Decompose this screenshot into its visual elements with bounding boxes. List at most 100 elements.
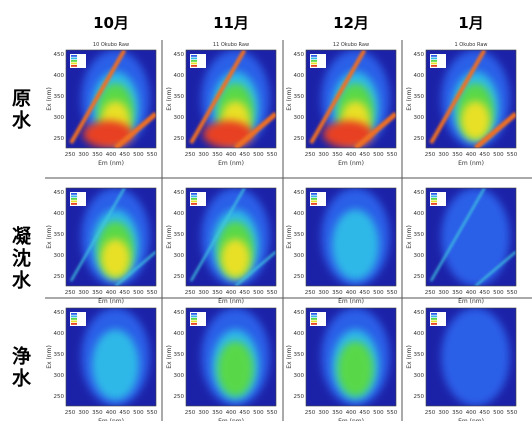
x-axis-label: Em (nm)	[458, 418, 484, 421]
x-tick-label: 350	[452, 410, 463, 416]
y-tick-label: 350	[294, 94, 305, 100]
x-tick-label: 350	[212, 410, 223, 416]
x-tick-label: 250	[65, 152, 76, 158]
y-tick-label: 400	[174, 331, 185, 337]
y-tick-label: 300	[174, 253, 185, 259]
legend-box	[430, 312, 446, 326]
y-axis-label: Ex (nm)	[286, 87, 293, 111]
legend-swatch	[71, 60, 77, 62]
y-tick-label: 300	[414, 115, 425, 121]
x-tick-label: 550	[387, 152, 398, 158]
x-tick-label: 350	[332, 410, 343, 416]
x-tick-label: 500	[133, 290, 144, 296]
x-tick-label: 300	[438, 152, 449, 158]
y-tick-label: 300	[174, 373, 185, 379]
legend-swatch	[71, 198, 77, 200]
y-tick-label: 300	[294, 373, 305, 379]
legend-swatch	[431, 55, 437, 57]
scatter-band	[234, 250, 276, 286]
intensity-blob	[221, 238, 250, 279]
y-tick-label: 400	[414, 73, 425, 79]
x-tick-label: 350	[332, 290, 343, 296]
legend-swatch	[431, 200, 437, 203]
legend-swatch	[191, 195, 197, 198]
scatter-band	[189, 50, 247, 144]
scatter-band	[430, 188, 486, 282]
x-tick-label: 400	[466, 152, 477, 158]
legend-swatch	[431, 203, 437, 205]
intensity-blob	[332, 209, 379, 281]
x-tick-label: 350	[212, 290, 223, 296]
x-tick-label: 400	[106, 290, 117, 296]
y-axis-label: Ex (nm)	[286, 225, 293, 249]
y-tick-label: 250	[54, 394, 65, 400]
x-axis-label: Em (nm)	[218, 160, 244, 167]
y-axis-label: Ex (nm)	[166, 225, 173, 249]
x-tick-label: 250	[425, 290, 436, 296]
x-tick-label: 500	[253, 152, 264, 158]
legend-swatch	[311, 195, 317, 198]
y-tick-label: 350	[54, 232, 65, 238]
panel-subtitle: 1 Okubo Raw	[455, 42, 488, 48]
legend-box	[310, 312, 326, 326]
y-tick-label: 300	[174, 115, 185, 121]
x-tick-label: 300	[78, 152, 89, 158]
x-tick-label: 350	[92, 410, 103, 416]
legend-swatch	[71, 193, 77, 195]
plot-frame	[305, 49, 397, 149]
y-tick-label: 450	[174, 310, 185, 316]
y-tick-label: 300	[414, 253, 425, 259]
x-axis-label: Em (nm)	[98, 160, 124, 167]
legend-swatch	[191, 320, 197, 323]
x-tick-label: 450	[239, 152, 250, 158]
legend-swatch	[191, 65, 197, 67]
x-tick-label: 350	[332, 152, 343, 158]
scatter-band	[190, 188, 246, 282]
plot-frame	[185, 307, 277, 407]
x-tick-label: 450	[359, 410, 370, 416]
legend-box	[70, 312, 86, 326]
legend-swatch	[431, 193, 437, 195]
legend-swatch	[431, 318, 437, 320]
plot-frame	[65, 49, 157, 149]
intensity-blob	[441, 308, 510, 406]
x-tick-label: 400	[346, 290, 357, 296]
y-axis-label: Ex (nm)	[166, 345, 173, 369]
x-tick-label: 550	[147, 152, 158, 158]
x-tick-label: 250	[65, 290, 76, 296]
y-axis-label: Ex (nm)	[406, 225, 413, 249]
x-tick-label: 400	[226, 410, 237, 416]
y-tick-label: 450	[414, 190, 425, 196]
x-tick-label: 450	[119, 290, 130, 296]
y-tick-label: 450	[294, 52, 305, 58]
y-tick-label: 250	[54, 136, 65, 142]
legend-swatch	[71, 313, 77, 315]
x-tick-label: 450	[359, 290, 370, 296]
x-tick-label: 250	[185, 410, 196, 416]
intensity-blob	[461, 100, 490, 141]
legend-swatch	[311, 200, 317, 203]
x-tick-label: 450	[239, 410, 250, 416]
x-tick-label: 300	[438, 410, 449, 416]
x-tick-label: 500	[373, 410, 384, 416]
y-tick-label: 300	[414, 373, 425, 379]
y-tick-label: 250	[414, 136, 425, 142]
column-header: 11月	[213, 14, 249, 32]
x-tick-label: 500	[493, 152, 504, 158]
x-tick-label: 400	[346, 410, 357, 416]
intensity-blob	[83, 120, 134, 148]
x-tick-label: 350	[92, 152, 103, 158]
x-tick-label: 300	[318, 152, 329, 158]
legend-swatch	[191, 60, 197, 62]
y-tick-label: 450	[414, 310, 425, 316]
y-tick-label: 250	[294, 394, 305, 400]
x-tick-label: 350	[452, 290, 463, 296]
legend-swatch	[431, 65, 437, 67]
legend-box	[310, 192, 326, 206]
y-tick-label: 250	[174, 394, 185, 400]
scatter-band	[113, 111, 156, 148]
column-header: 10月	[93, 14, 129, 32]
x-tick-label: 400	[106, 410, 117, 416]
y-axis-label: Ex (nm)	[406, 87, 413, 111]
